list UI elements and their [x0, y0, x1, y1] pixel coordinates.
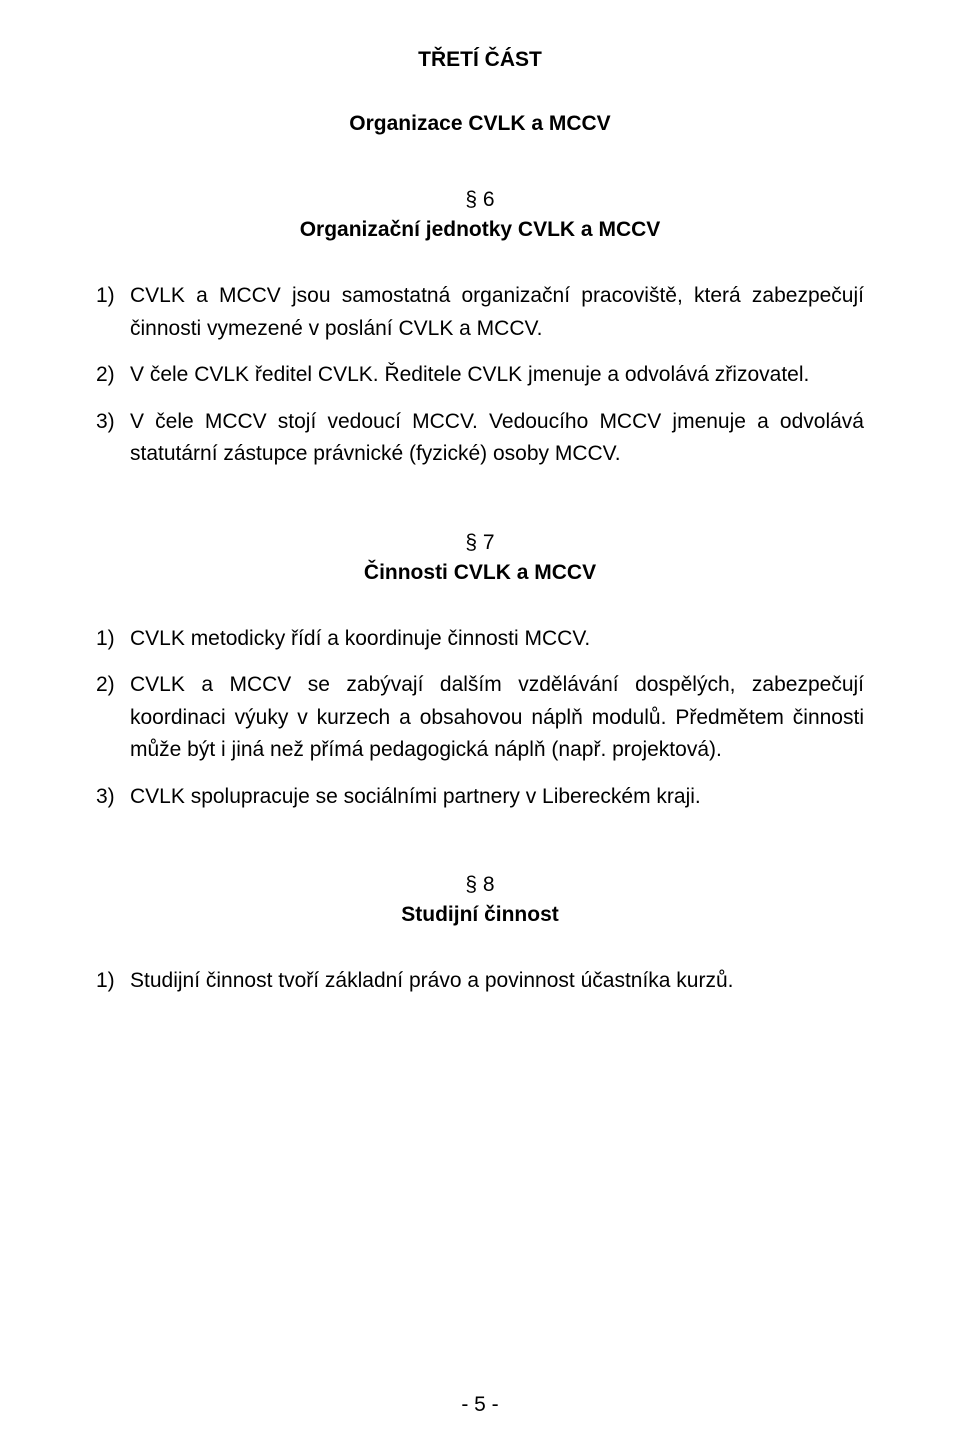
item-text: Studijní činnost tvoří základní právo a … — [130, 965, 864, 998]
section-6-list: 1) CVLK a MCCV jsou samostatná organizač… — [96, 280, 864, 471]
section-8-number: § 8 — [96, 873, 864, 897]
part-title: TŘETÍ ČÁST — [96, 48, 864, 72]
item-text: CVLK spolupracuje se sociálními partnery… — [130, 781, 864, 814]
section-title: Organizace CVLK a MCCV — [96, 112, 864, 136]
list-item: 1) Studijní činnost tvoří základní právo… — [96, 965, 864, 998]
item-text: V čele MCCV stojí vedoucí MCCV. Vedoucíh… — [130, 406, 864, 471]
item-number: 2) — [96, 359, 130, 392]
section-7-heading: Činnosti CVLK a MCCV — [96, 561, 864, 585]
list-item: 1) CVLK metodicky řídí a koordinuje činn… — [96, 623, 864, 656]
page-number: - 5 - — [0, 1393, 960, 1417]
item-number: 2) — [96, 669, 130, 767]
section-8-heading: Studijní činnost — [96, 903, 864, 927]
item-text: CVLK metodicky řídí a koordinuje činnost… — [130, 623, 864, 656]
section-6-heading: Organizační jednotky CVLK a MCCV — [96, 218, 864, 242]
item-number: 1) — [96, 623, 130, 656]
item-text: V čele CVLK ředitel CVLK. Ředitele CVLK … — [130, 359, 864, 392]
item-number: 3) — [96, 406, 130, 471]
list-item: 3) V čele MCCV stojí vedoucí MCCV. Vedou… — [96, 406, 864, 471]
item-number: 1) — [96, 965, 130, 998]
list-item: 1) CVLK a MCCV jsou samostatná organizač… — [96, 280, 864, 345]
section-8-list: 1) Studijní činnost tvoří základní právo… — [96, 965, 864, 998]
section-7-list: 1) CVLK metodicky řídí a koordinuje činn… — [96, 623, 864, 814]
section-7-number: § 7 — [96, 531, 864, 555]
list-item: 2) CVLK a MCCV se zabývají dalším vzdělá… — [96, 669, 864, 767]
item-text: CVLK a MCCV se zabývají dalším vzděláván… — [130, 669, 864, 767]
list-item: 2) V čele CVLK ředitel CVLK. Ředitele CV… — [96, 359, 864, 392]
item-number: 1) — [96, 280, 130, 345]
list-item: 3) CVLK spolupracuje se sociálními partn… — [96, 781, 864, 814]
document-page: TŘETÍ ČÁST Organizace CVLK a MCCV § 6 Or… — [0, 0, 960, 1449]
item-number: 3) — [96, 781, 130, 814]
item-text: CVLK a MCCV jsou samostatná organizační … — [130, 280, 864, 345]
section-6-number: § 6 — [96, 188, 864, 212]
